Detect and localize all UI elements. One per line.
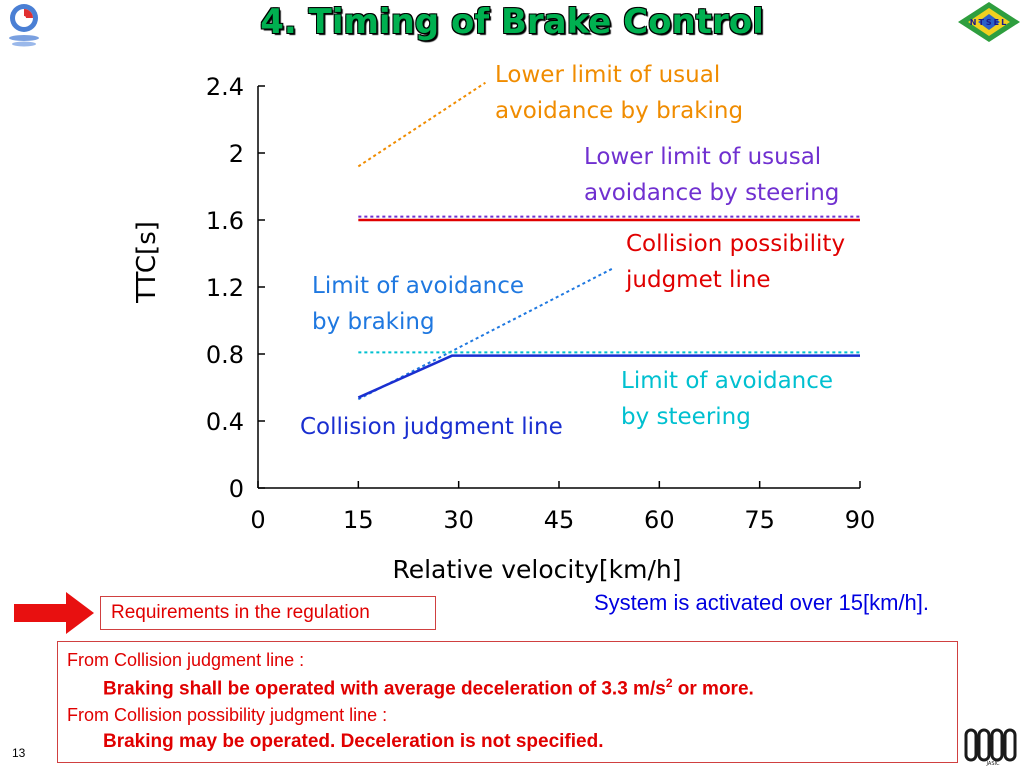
regulation-rules-box: From Collision judgment line : Braking s… [57, 641, 958, 763]
chart-series-labels: Lower limit of usual avoidance by braking… [300, 62, 845, 440]
ttc-chart: 0 0.4 0.8 1.2 1.6 2 2.4 0 15 30 45 60 75 90 Relative v… [132, 62, 875, 584]
series-line-1 [357, 81, 486, 168]
series-label-3: judgmet line [625, 267, 771, 293]
rule-2-heading: From Collision possibility judgment line… [67, 705, 388, 725]
jasic-logo-text: JASIC [986, 761, 1000, 766]
y-tick-label: 2 [229, 140, 244, 168]
rule-2-body: Braking may be operated. Deceleration is… [103, 731, 604, 752]
mlit-logo [4, 2, 44, 52]
series-label-4: Limit of avoidance [312, 273, 524, 299]
x-tick-label: 90 [845, 506, 876, 534]
page-number: 13 [12, 746, 26, 760]
series-label-1: Lower limit of usual [495, 62, 720, 88]
requirements-label: Requirements in the regulation [100, 596, 436, 630]
x-tick-label: 30 [443, 506, 474, 534]
y-tick-label: 1.6 [206, 207, 244, 235]
x-tick-label: 60 [644, 506, 675, 534]
system-note: System is activated over 15[km/h]. [594, 590, 930, 615]
series-line-6 [357, 354, 860, 399]
series-label-2: Lower limit of ususal [584, 144, 821, 170]
series-label-5: by steering [621, 404, 751, 430]
x-tick-label: 0 [250, 506, 265, 534]
ntsel-logo-text: NTSEL [970, 18, 1008, 27]
series-label-1: avoidance by braking [495, 98, 743, 124]
rule-1-superscript: 2 [665, 676, 673, 690]
rule-1-body: Braking shall be operated with average d… [103, 676, 754, 700]
chart-axes: 0 0.4 0.8 1.2 1.6 2 2.4 0 15 30 45 60 75 90 Relative v… [132, 73, 875, 584]
series-label-5: Limit of avoidance [621, 368, 833, 394]
y-axis-title: TTC[s] [132, 221, 162, 304]
rule-1-tail: or more. [672, 678, 754, 700]
x-tick-label: 75 [744, 506, 775, 534]
x-axis-title: Relative velocity[km/h] [392, 555, 681, 584]
chart-series [357, 81, 860, 401]
y-tick-label: 1.2 [206, 274, 244, 302]
series-label-4: by braking [312, 309, 435, 335]
rule-1-text: Braking shall be operated with average d… [103, 678, 666, 700]
slide-title: 4. Timing of Brake Control [260, 2, 764, 42]
series-label-6: Collision judgment line [300, 414, 563, 440]
x-tick-label: 45 [544, 506, 575, 534]
series-label-2: avoidance by steering [584, 180, 839, 206]
rule-1-heading: From Collision judgment line : [67, 650, 305, 670]
ntsel-logo: NTSEL [958, 2, 1020, 46]
x-tick-label: 15 [343, 506, 374, 534]
y-tick-label: 0 [229, 475, 244, 503]
right-arrow-icon [14, 592, 94, 634]
series-label-3: Collision possibility [626, 231, 845, 257]
y-tick-label: 2.4 [206, 73, 244, 101]
jasic-logo: JASIC [964, 724, 1022, 770]
y-tick-label: 0.4 [206, 408, 244, 436]
y-tick-label: 0.8 [206, 341, 244, 369]
